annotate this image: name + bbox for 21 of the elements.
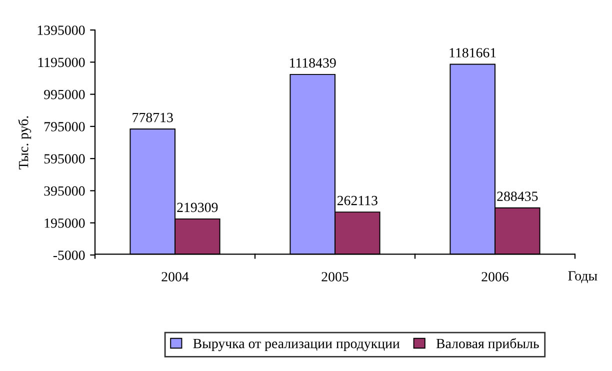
y-tick-label: 595000 xyxy=(44,154,85,164)
data-label: 288435 xyxy=(497,192,538,201)
data-label: 1118439 xyxy=(290,58,336,68)
legend-label: Выручка от реализации продукции xyxy=(193,338,400,352)
y-tick-label: 395000 xyxy=(44,186,85,196)
x-tick-label: 2004 xyxy=(162,272,189,282)
data-label: 262113 xyxy=(337,196,378,206)
data-label: 778713 xyxy=(132,112,173,122)
legend-label: Валовая прибыль xyxy=(436,338,539,352)
y-axis-title: Тыс. руб. xyxy=(18,116,32,170)
y-tick-label: -5000 xyxy=(53,250,85,260)
y-tick-label: 1395000 xyxy=(38,26,85,35)
data-label: 1181661 xyxy=(450,48,496,58)
x-tick-label: 2005 xyxy=(322,272,348,282)
y-tick-label: 995000 xyxy=(44,90,85,100)
x-tick-label: 2006 xyxy=(482,272,508,282)
data-label: 219309 xyxy=(177,202,218,212)
y-tick-label: 795000 xyxy=(44,122,85,132)
x-axis-title: Годы xyxy=(568,271,598,284)
y-tick-label: 1195000 xyxy=(38,58,85,68)
y-tick-label: 195000 xyxy=(44,218,85,228)
